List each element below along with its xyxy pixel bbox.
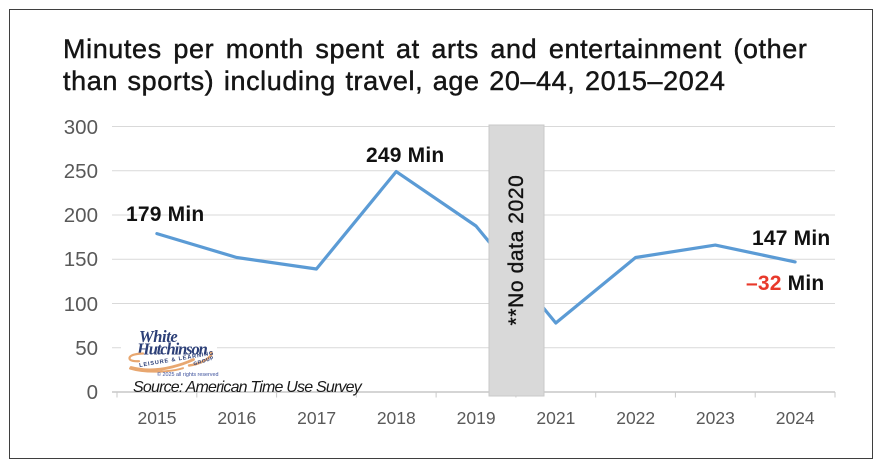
svg-text:White: White [139,327,177,346]
svg-text:Hutchinson: Hutchinson [136,340,208,359]
svg-text:© 2025 all rights reserved: © 2025 all rights reserved [157,371,219,378]
svg-text:GROUP: GROUP [193,355,215,367]
